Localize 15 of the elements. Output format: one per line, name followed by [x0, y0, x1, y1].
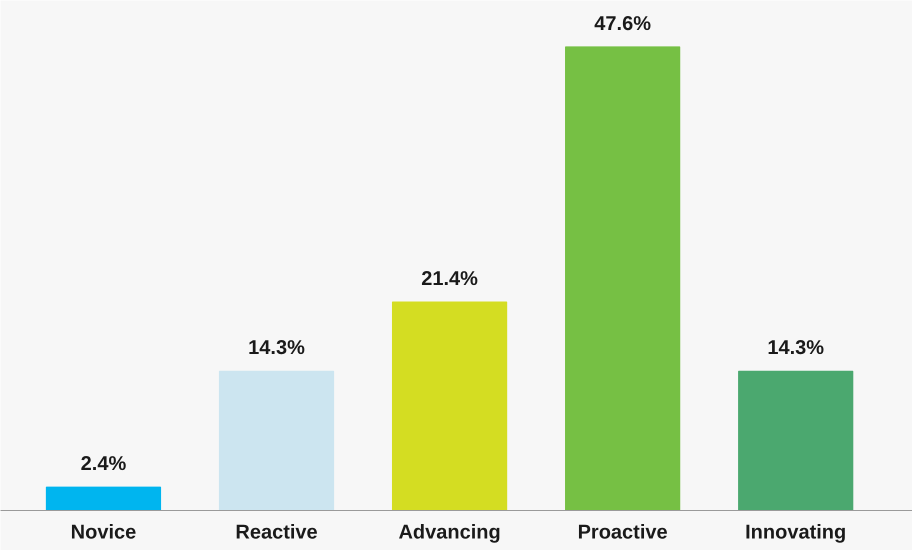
data-label: 47.6%	[594, 12, 652, 35]
data-label: 14.3%	[248, 337, 306, 360]
bar	[46, 486, 162, 510]
bar	[565, 46, 680, 510]
bar	[738, 370, 854, 510]
data-label: 21.4%	[421, 268, 478, 290]
x-tick-label: Novice	[70, 522, 136, 544]
x-tick-label: Advancing	[398, 522, 501, 544]
data-label: 14.3%	[767, 337, 824, 360]
x-tick-label: Reactive	[235, 522, 318, 544]
x-tick-label: Proactive	[578, 522, 668, 544]
data-label: 2.4%	[80, 453, 126, 476]
x-tick-label: Innovating	[745, 522, 846, 544]
bar	[392, 302, 508, 510]
bar	[218, 370, 334, 510]
